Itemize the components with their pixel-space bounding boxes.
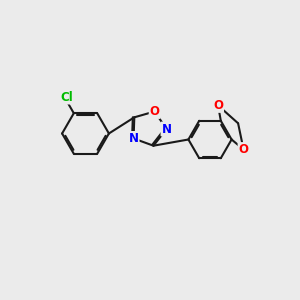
Text: N: N xyxy=(129,132,139,145)
Text: O: O xyxy=(150,105,160,118)
Text: N: N xyxy=(161,122,172,136)
Text: O: O xyxy=(238,143,249,156)
Text: O: O xyxy=(213,99,223,112)
Text: Cl: Cl xyxy=(60,91,73,103)
